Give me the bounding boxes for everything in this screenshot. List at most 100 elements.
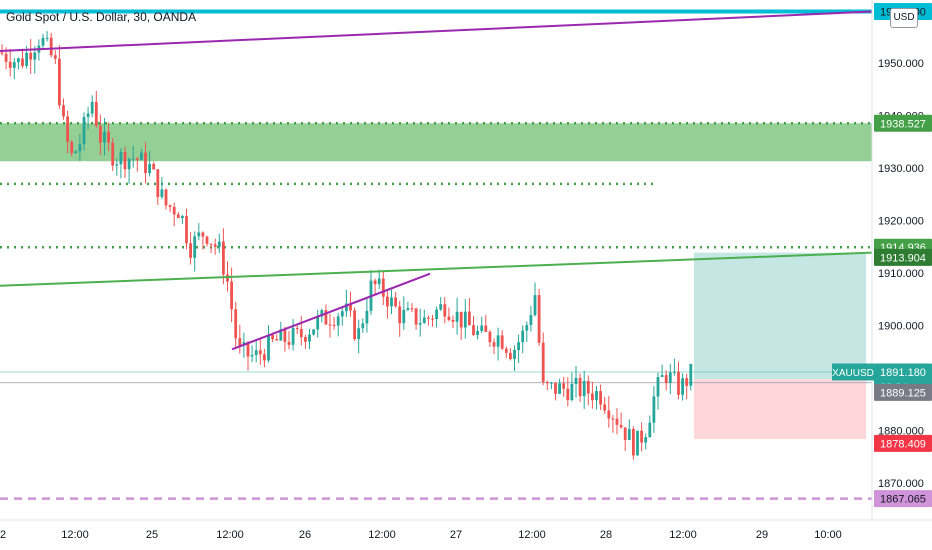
green-trendline: [0, 251, 873, 287]
candle-body: [25, 52, 28, 67]
candle-body: [521, 330, 525, 343]
candle-body: [504, 348, 508, 353]
price-label-text: 1938.527: [880, 118, 926, 130]
time-tick-label: 12:00: [368, 529, 396, 541]
candle-body: [86, 113, 90, 118]
candle-body: [332, 325, 336, 327]
candle-body: [189, 243, 192, 258]
price-label-text: 1913.904: [880, 252, 926, 264]
candle-body: [250, 354, 254, 357]
candle-body: [181, 215, 184, 219]
levels-layer: [0, 122, 872, 500]
candle-body: [287, 341, 291, 345]
candle-body: [459, 311, 463, 328]
candle-body: [156, 169, 160, 198]
candle-body: [517, 342, 520, 350]
candle-body: [394, 297, 397, 307]
candle-body: [21, 58, 24, 67]
candle-body: [578, 377, 582, 397]
time-tick-label: 10:00: [814, 529, 842, 541]
candle-body: [271, 334, 274, 340]
candle-body: [603, 404, 607, 411]
candle-body: [427, 317, 430, 319]
candle-body: [636, 430, 639, 456]
time-tick-label: 12:00: [216, 529, 244, 541]
candle-body: [299, 328, 303, 338]
candle-body: [8, 61, 12, 68]
price-tick-label: 1880.000: [878, 426, 924, 438]
candle-body: [476, 330, 479, 335]
candle-body: [222, 241, 225, 275]
candle-body: [94, 101, 98, 126]
candle-body: [246, 342, 250, 357]
price-label-box: [874, 248, 932, 266]
candle-body: [689, 363, 693, 386]
time-tick-label: 12:00: [518, 529, 546, 541]
candle-body: [554, 382, 557, 394]
time-tick-label: 12:00: [61, 529, 89, 541]
candle-body: [632, 428, 635, 456]
candle-body: [677, 371, 680, 395]
candle-body: [566, 388, 570, 401]
candle-body: [267, 334, 270, 361]
candle-body: [660, 375, 664, 378]
candle-body: [386, 296, 389, 307]
candle-body: [451, 319, 455, 322]
candle-body: [611, 418, 615, 420]
candle-body: [431, 318, 434, 320]
candle-body: [74, 151, 78, 154]
candle-body: [550, 382, 553, 384]
candle-body: [172, 206, 176, 215]
target-zone: [694, 252, 866, 380]
candle-body: [29, 52, 33, 60]
candle-body: [591, 393, 594, 401]
candle-body: [439, 304, 443, 310]
candle-body: [509, 352, 512, 359]
candle-body: [525, 325, 529, 331]
candle-body: [213, 244, 217, 247]
candle-body: [537, 295, 541, 343]
candle-body: [484, 325, 488, 332]
candle-body: [279, 329, 283, 341]
candle-body: [627, 428, 631, 440]
candle-body: [648, 422, 652, 438]
candle-body: [234, 309, 238, 339]
candle-body: [324, 310, 328, 325]
candle-body: [41, 37, 45, 46]
candle-body: [90, 101, 94, 114]
candle-body: [562, 383, 566, 389]
candle-body: [217, 241, 221, 247]
candle-body: [119, 151, 123, 165]
price-label-box: [874, 383, 932, 401]
price-tick-label: 1950.000: [878, 58, 924, 70]
candle-body: [357, 328, 361, 340]
candle-body: [422, 317, 426, 324]
candle-body: [263, 354, 266, 361]
candle-body: [480, 325, 484, 331]
candle-body: [353, 310, 356, 340]
candle-body: [640, 430, 643, 443]
candle-body: [49, 37, 53, 56]
currency-button[interactable]: USD: [890, 8, 918, 28]
candle-body: [398, 306, 402, 324]
candle-body: [500, 335, 504, 349]
candle-body: [570, 383, 574, 401]
time-tick-label: 29: [756, 529, 768, 541]
time-tick-label: 22: [0, 529, 6, 541]
symbol-tag-text: XAUUSD: [832, 368, 874, 379]
candle-body: [316, 316, 320, 330]
candle-body: [70, 141, 74, 154]
time-axis[interactable]: 22 12:00 25 12:00 26 12:00 27 12:00 28 12:00 29 10:…: [0, 529, 842, 541]
candle-body: [664, 375, 668, 383]
candle-body: [123, 151, 127, 170]
candle-body: [361, 323, 365, 329]
candle-body: [681, 378, 684, 395]
candle-body: [148, 164, 151, 174]
time-tick-label: 12:00: [669, 529, 697, 541]
candle-body: [644, 437, 648, 443]
chart-title: Gold Spot / U.S. Dollar, 30, OANDA: [6, 10, 197, 24]
candle-body: [99, 125, 102, 143]
candle-body: [238, 338, 242, 346]
candles-layer: [0, 31, 693, 460]
